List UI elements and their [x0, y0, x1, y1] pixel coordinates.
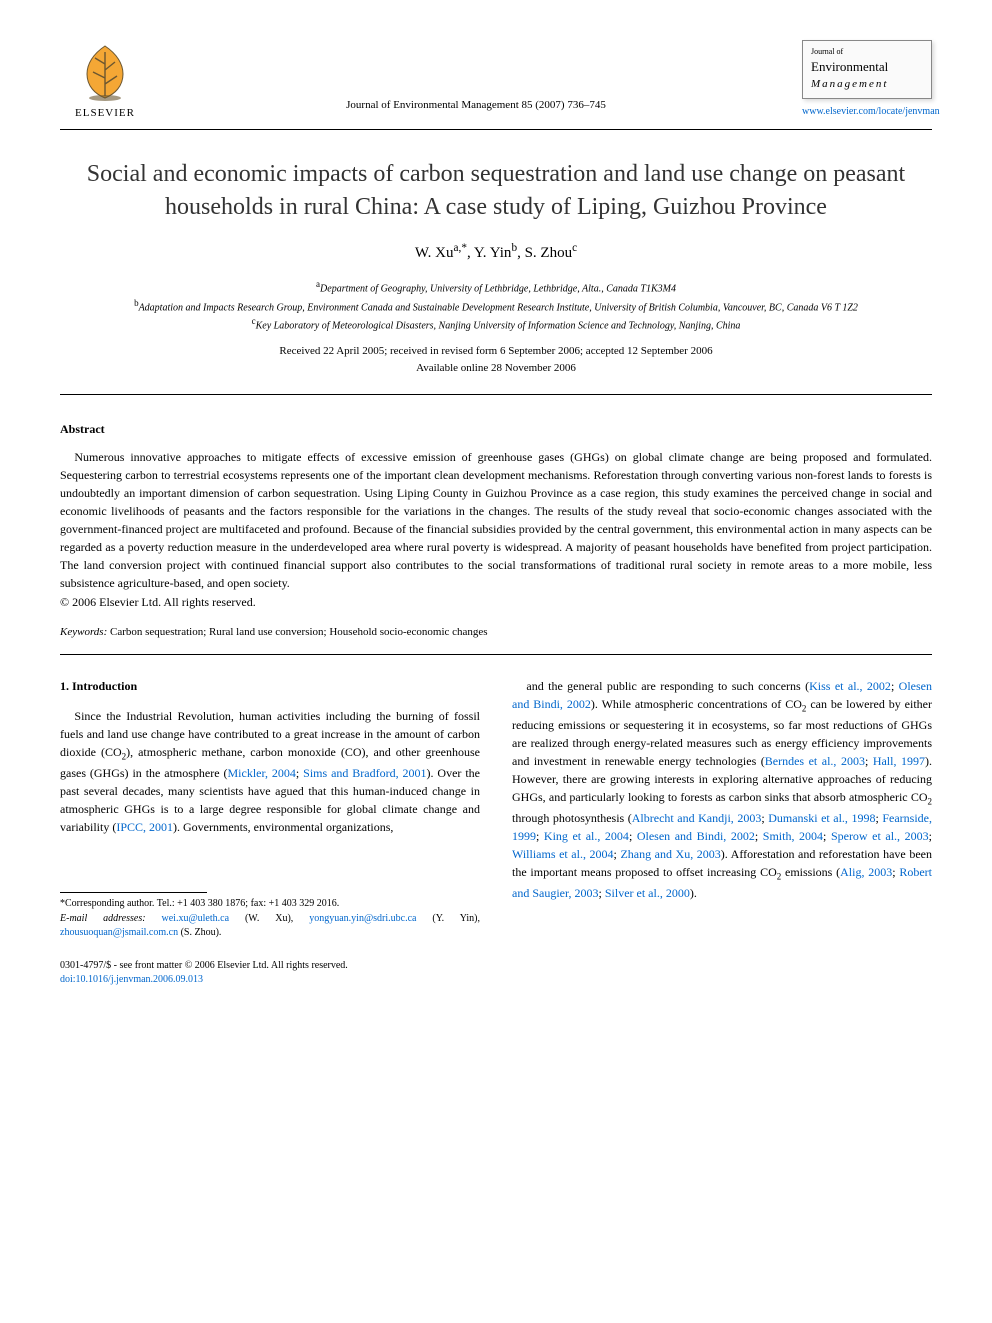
journal-cover-title: Environmental [811, 59, 923, 76]
column-right: and the general public are responding to… [512, 677, 932, 986]
footnotes: *Corresponding author. Tel.: +1 403 380 … [60, 897, 480, 941]
footer-left-block: 0301-4797/$ - see front matter © 2006 El… [60, 959, 480, 987]
post-keywords-rule [60, 654, 932, 655]
affiliation-a: aDepartment of Geography, University of … [60, 278, 932, 296]
emails-label: E-mail addresses: [60, 913, 146, 924]
journal-cover-top: Journal of [811, 47, 923, 57]
footer-copyright-doi: 0301-4797/$ - see front matter © 2006 El… [60, 959, 348, 987]
intro-para-col2: and the general public are responding to… [512, 677, 932, 902]
email-addresses: E-mail addresses: wei.xu@uleth.ca (W. Xu… [60, 912, 480, 941]
publisher-name: ELSEVIER [75, 106, 135, 121]
body-columns: 1. Introduction Since the Industrial Rev… [60, 677, 932, 986]
dates-received: Received 22 April 2005; received in revi… [60, 343, 932, 360]
section-1-heading: 1. Introduction [60, 677, 480, 695]
journal-cover-box: Journal of Environmental Management [802, 40, 932, 99]
keywords: Keywords: Carbon sequestration; Rural la… [60, 625, 932, 640]
affiliation-c: cKey Laboratory of Meteorological Disast… [60, 315, 932, 333]
doi-link[interactable]: doi:10.1016/j.jenvman.2006.09.013 [60, 974, 203, 985]
pre-abstract-rule [60, 394, 932, 395]
journal-homepage-link[interactable]: www.elsevier.com/locate/jenvman [802, 105, 932, 119]
article-dates: Received 22 April 2005; received in revi… [60, 343, 932, 376]
affiliations: aDepartment of Geography, University of … [60, 278, 932, 333]
page-header: ELSEVIER Journal of Environmental Manage… [60, 40, 932, 121]
corresponding-author: *Corresponding author. Tel.: +1 403 380 … [60, 897, 480, 912]
front-matter-line: 0301-4797/$ - see front matter © 2006 El… [60, 959, 348, 973]
article-title: Social and economic impacts of carbon se… [60, 158, 932, 223]
intro-para-col1: Since the Industrial Revolution, human a… [60, 707, 480, 836]
affiliation-b: bAdaptation and Impacts Research Group, … [60, 297, 932, 315]
keywords-text: Carbon sequestration; Rural land use con… [107, 626, 487, 638]
journal-cover: Journal of Environmental Management www.… [802, 40, 932, 119]
doi-line: doi:10.1016/j.jenvman.2006.09.013 [60, 973, 348, 987]
column-left: 1. Introduction Since the Industrial Rev… [60, 677, 480, 986]
author-list: W. Xua,*, Y. Yinb, S. Zhouc [60, 241, 932, 264]
footnote-rule [60, 892, 207, 893]
header-rule [60, 129, 932, 130]
abstract-heading: Abstract [60, 421, 932, 438]
abstract-copyright: © 2006 Elsevier Ltd. All rights reserved… [60, 594, 932, 611]
journal-citation: Journal of Environmental Management 85 (… [150, 98, 802, 113]
publisher-logo: ELSEVIER [60, 40, 150, 121]
dates-online: Available online 28 November 2006 [60, 360, 932, 377]
abstract-body: Numerous innovative approaches to mitiga… [60, 448, 932, 592]
journal-cover-sub: Management [811, 77, 923, 91]
elsevier-tree-icon [73, 40, 137, 104]
keywords-label: Keywords: [60, 626, 107, 638]
